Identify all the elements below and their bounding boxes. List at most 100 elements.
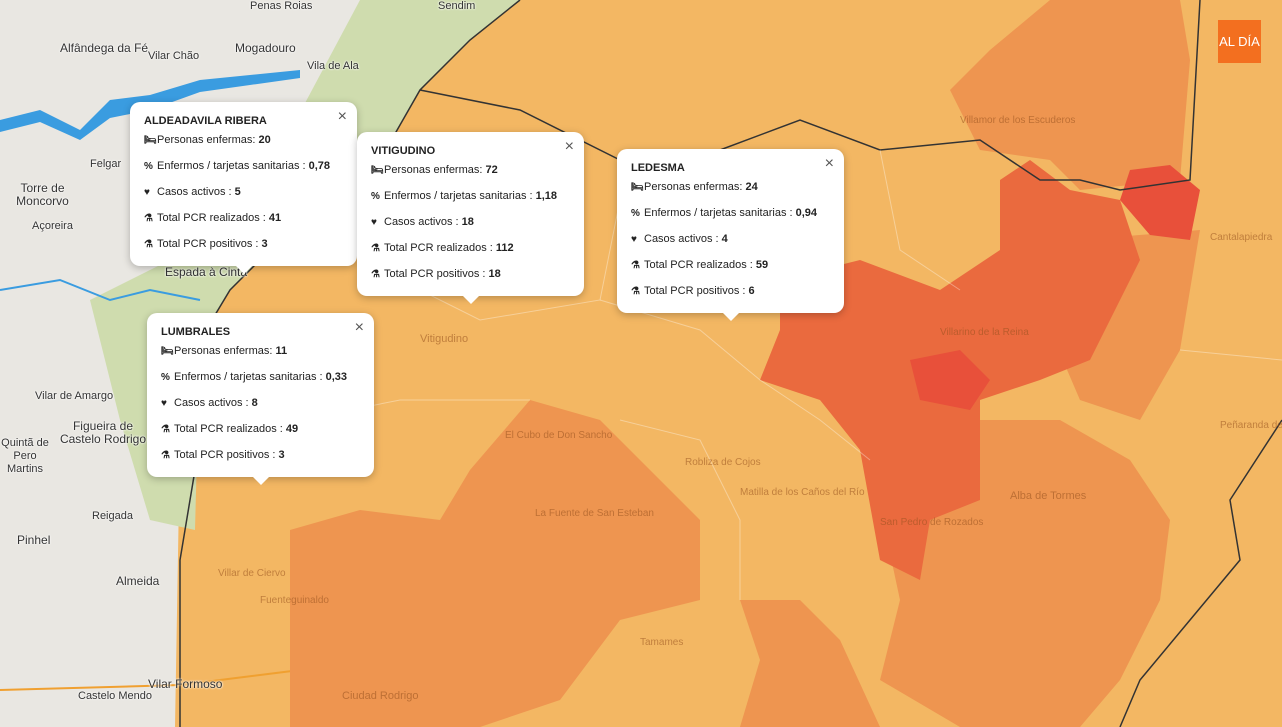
close-button[interactable]: ×: [564, 138, 574, 155]
popup-title: LEDESMA: [631, 162, 685, 174]
label: Total PCR positivos :: [644, 285, 749, 297]
label: Personas enfermas:: [157, 134, 259, 146]
popup-ledesma: × LEDESMA 🛏Personas enfermas: 24 % Enferm…: [617, 149, 844, 321]
label: Casos activos :: [384, 216, 462, 228]
place-label: Matilla de los Caños del Río: [740, 487, 865, 498]
value: 18: [461, 216, 474, 228]
label: Personas enfermas:: [174, 345, 276, 357]
label: Casos activos :: [157, 186, 235, 198]
label: Casos activos :: [644, 233, 722, 245]
bed-icon: 🛏: [161, 346, 174, 357]
popup-lumbrales: × LUMBRALES 🛏Personas enfermas: 11 % Enfe…: [147, 313, 374, 485]
value: 49: [285, 423, 299, 435]
heartbeat-icon: ♥: [144, 187, 150, 198]
place-label: Vila de Ala: [307, 60, 359, 72]
label: Total PCR realizados :: [384, 242, 496, 254]
flask-icon: ⚗: [631, 260, 640, 271]
river: [0, 278, 201, 302]
label: Personas enfermas:: [384, 164, 486, 176]
value: 18: [488, 268, 501, 280]
label: Total PCR realizados :: [157, 212, 269, 224]
value: 5: [234, 186, 241, 198]
place-label: Açoreira: [32, 220, 73, 232]
place-label: Ciudad Rodrigo: [342, 690, 419, 702]
value: 0,78: [308, 160, 331, 172]
popup-title: ALDEADAVILA RIBERA: [144, 115, 267, 127]
value: 0,94: [795, 207, 818, 219]
close-button[interactable]: ×: [354, 319, 364, 336]
place-label: Almeida: [116, 574, 160, 588]
value: 6: [748, 285, 755, 297]
flask-icon: ⚗: [371, 269, 380, 280]
value: 24: [745, 181, 758, 193]
popup-title: VITIGUDINO: [371, 145, 436, 157]
label: Total PCR positivos :: [174, 449, 279, 461]
place-label: La Fuente de San Esteban: [535, 508, 654, 519]
flask-icon: ⚗: [144, 213, 153, 224]
label: Personas enfermas:: [644, 181, 746, 193]
value: 3: [261, 238, 268, 250]
place-label: San Pedro de Rozados: [880, 517, 984, 528]
place-label: Robliza de Cojos: [685, 457, 761, 468]
close-button[interactable]: ×: [824, 155, 834, 172]
label: Total PCR positivos :: [384, 268, 489, 280]
place-label: Mogadouro: [235, 41, 296, 55]
place-label: Vitigudino: [420, 333, 469, 345]
region-medium-2: [290, 400, 700, 727]
percent-icon: %: [161, 372, 170, 383]
place-label: Villamor de los Escuderos: [960, 115, 1076, 126]
heartbeat-icon: ♥: [371, 217, 377, 228]
place-label: Villar de Ciervo: [218, 568, 286, 579]
place-label: Pinhel: [17, 533, 51, 547]
flask-icon: ⚗: [161, 450, 170, 461]
place-label: Torre de Moncorvo: [16, 181, 69, 208]
label: Enfermos / tarjetas sanitarias :: [157, 160, 309, 172]
place-label: El Cubo de Don Sancho: [505, 430, 613, 441]
flask-icon: ⚗: [161, 424, 170, 435]
bed-icon: 🛏: [371, 165, 384, 176]
percent-icon: %: [144, 161, 153, 172]
percent-icon: %: [371, 191, 380, 202]
bed-icon: 🛏: [631, 182, 644, 193]
value: 11: [275, 345, 288, 357]
place-label: Tamames: [640, 637, 684, 648]
place-label: Alfândega da Fé: [60, 41, 149, 55]
flask-icon: ⚗: [371, 243, 380, 254]
value: 72: [485, 164, 498, 176]
value: 1,18: [535, 190, 558, 202]
value: 0,33: [325, 371, 348, 383]
value: 112: [495, 242, 514, 254]
place-label: Vilar de Amargo: [35, 390, 114, 402]
place-label: Vilar Formoso: [148, 677, 223, 691]
place-label: Penas Roias: [250, 0, 313, 12]
place-label: Reigada: [92, 510, 133, 522]
flask-icon: ⚗: [144, 239, 153, 250]
province-border: [419, 0, 1201, 191]
value: 4: [721, 233, 728, 245]
label: Enfermos / tarjetas sanitarias :: [384, 190, 536, 202]
flask-icon: ⚗: [631, 286, 640, 297]
place-label: Vilar Chão: [148, 50, 200, 62]
bed-icon: 🛏: [144, 135, 157, 146]
place-label: Quintã de Pero Martins: [1, 437, 49, 475]
al-dia-logo[interactable]: AL DÍA: [1218, 20, 1261, 63]
popup-vitigudino: × VITIGUDINO 🛏Personas enfermas: 72 % Enf…: [357, 132, 584, 304]
place-label: Figueira de Castelo Rodrigo: [59, 419, 147, 446]
value: 20: [258, 134, 271, 146]
label: Enfermos / tarjetas sanitarias :: [644, 207, 796, 219]
label: Total PCR realizados :: [644, 259, 756, 271]
value: 41: [268, 212, 282, 224]
region-highest-2: [910, 350, 990, 410]
close-button[interactable]: ×: [337, 108, 347, 125]
place-label: Peñaranda de Bracamonte: [1220, 420, 1282, 431]
region-highest-1: [1120, 165, 1200, 240]
popup-aldeadavila-ribera: × ALDEADAVILA RIBERA 🛏Personas enfermas:…: [130, 102, 357, 274]
value: 8: [251, 397, 258, 409]
place-label: Villarino de la Reina: [940, 327, 1029, 338]
popup-title: LUMBRALES: [161, 326, 231, 338]
label: Total PCR realizados :: [174, 423, 286, 435]
province-border-east: [1119, 419, 1282, 727]
place-label: Fuenteguinaldo: [260, 595, 329, 606]
municipality-borders: [299, 149, 1282, 600]
place-label: Espada à Cinta: [165, 265, 248, 279]
